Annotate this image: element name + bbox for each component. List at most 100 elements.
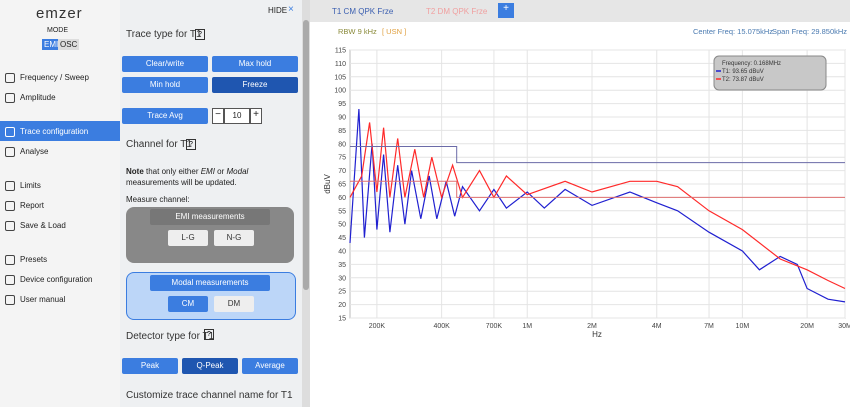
measure-label: Measure channel: <box>126 195 190 204</box>
tab[interactable]: T1 CM QPK Frze <box>332 7 394 16</box>
icon <box>5 255 15 265</box>
readout-text: T1: 93.65 dBuV <box>722 69 764 75</box>
chart: RBW 9 kHz [ USN ] Center Freq: 15.075kHz… <box>323 27 850 339</box>
tab-bar: T1 CM QPK Frze T2 DM QPK Frze + <box>310 0 850 22</box>
trace-type[interactable]: Clear/write <box>122 56 208 72</box>
menu-item[interactable]: Limits <box>20 181 41 190</box>
icon <box>5 73 15 83</box>
readout-text: Frequency: 0.168MHz <box>722 61 781 67</box>
y-tick-label: 115 <box>335 48 346 55</box>
y-tick-label: 65 <box>338 182 346 189</box>
icon <box>5 93 15 103</box>
menu-item[interactable]: User manual <box>20 295 66 304</box>
modal-channel[interactable]: CM <box>168 296 208 312</box>
hide[interactable]: HIDE <box>268 6 288 15</box>
menu-item[interactable]: Frequency / Sweep <box>20 73 89 82</box>
x-tick-label: 1M <box>522 323 532 330</box>
icon <box>5 201 15 211</box>
note-modal: Modal <box>226 167 249 176</box>
menu-item[interactable]: Save & Load <box>20 221 66 230</box>
y-tick-label: 85 <box>338 128 346 135</box>
panel: HIDE × Trace type for T1 ? Clear/write M… <box>120 0 302 407</box>
trace <box>350 146 845 164</box>
icon <box>5 147 15 157</box>
note: Note that only either EMI or Modal measu… <box>126 166 298 188</box>
menu-item[interactable]: Device configuration <box>20 275 93 284</box>
help[interactable]: ? <box>186 139 196 150</box>
tab[interactable]: T2 DM QPK Frze <box>426 7 488 16</box>
icon <box>5 295 15 305</box>
y-tick-label: 40 <box>338 249 346 256</box>
help[interactable]: ? <box>204 329 214 340</box>
y-tick-label: 15 <box>338 316 346 323</box>
plus[interactable]: + <box>250 108 262 124</box>
y-tick-label: 105 <box>334 74 346 81</box>
menu-item[interactable]: Amplitude <box>20 93 56 102</box>
scrollbar[interactable] <box>302 0 310 407</box>
y-tick-label: 60 <box>338 195 346 202</box>
y-tick-label: 110 <box>335 61 346 68</box>
active-item <box>0 121 120 141</box>
menu-item[interactable]: Presets <box>20 255 48 264</box>
detector[interactable]: Q-Peak <box>182 358 238 374</box>
x-tick-label: 10M <box>736 323 750 330</box>
x-tick-label: 700K <box>486 323 503 330</box>
section-title: Channel for T1 <box>126 139 192 150</box>
y-tick-label: 100 <box>334 88 346 95</box>
y-tick-label: 45 <box>338 235 346 242</box>
emi-title: EMI measurements <box>150 209 270 225</box>
menu-item[interactable]: Report <box>20 201 45 210</box>
x-tick-label: 4M <box>652 323 662 330</box>
y-tick-label: 20 <box>338 302 346 309</box>
note-emi: EMI <box>200 167 215 176</box>
menu-item[interactable]: Analyse <box>20 147 49 156</box>
y-tick-label: 30 <box>338 275 346 282</box>
center-freq: Center Freq: 15.075kHz <box>693 27 773 36</box>
menu-item[interactable]: Trace configuration <box>20 127 89 136</box>
section-title: Detector type for T1 <box>126 331 215 342</box>
note-text: that only either <box>143 167 201 176</box>
minus[interactable]: − <box>212 108 224 124</box>
trace <box>349 108 846 303</box>
tab-add[interactable]: + <box>498 3 514 18</box>
emi-channel[interactable]: L-G <box>168 230 208 246</box>
modal-channel[interactable]: DM <box>214 296 254 312</box>
detector[interactable]: Average <box>242 358 298 374</box>
trace <box>350 180 845 198</box>
trace-avg[interactable]: Trace Avg <box>122 108 208 124</box>
y-tick-label: 70 <box>338 168 346 175</box>
sidebar: emzer MODE EMI OSC Frequency / Sweep Amp… <box>0 0 120 407</box>
emi-channel[interactable]: N-G <box>214 230 254 246</box>
x-tick-label: 200K <box>369 323 386 330</box>
y-tick-label: 25 <box>338 289 346 296</box>
modal-title: Modal measurements <box>150 275 270 291</box>
trace-type[interactable]: Freeze <box>212 77 298 93</box>
y-tick-label: 95 <box>338 101 346 108</box>
help[interactable]: ? <box>195 29 205 40</box>
avg-value[interactable]: 10 <box>224 108 250 124</box>
detector[interactable]: Peak <box>122 358 178 374</box>
readout-text: T2: 73.87 dBuV <box>722 77 764 83</box>
x-tick-label: 400K <box>433 323 450 330</box>
mode-osc[interactable]: OSC <box>58 39 80 50</box>
trace-type[interactable]: Min hold <box>122 77 208 93</box>
y-tick-label: 35 <box>338 262 346 269</box>
mode-emi[interactable]: EMI <box>42 39 61 50</box>
y-label: dBuV <box>323 174 332 194</box>
trace-type[interactable]: Max hold <box>212 56 298 72</box>
note-text: measurements will be updated. <box>126 178 237 187</box>
rbw: RBW 9 kHz <box>338 27 377 36</box>
icon <box>5 181 15 191</box>
close[interactable]: × <box>288 4 294 15</box>
y-tick-label: 55 <box>338 208 346 215</box>
note-text: or <box>214 167 227 176</box>
section-title: Trace type for T1 <box>126 29 202 40</box>
y-tick-label: 50 <box>338 222 346 229</box>
y-tick-label: 75 <box>338 155 346 162</box>
y-tick-label: 90 <box>338 115 346 122</box>
note-bold: Note <box>126 167 144 176</box>
icon <box>5 275 15 285</box>
mode-label: MODE <box>47 27 68 34</box>
trace <box>349 122 846 290</box>
